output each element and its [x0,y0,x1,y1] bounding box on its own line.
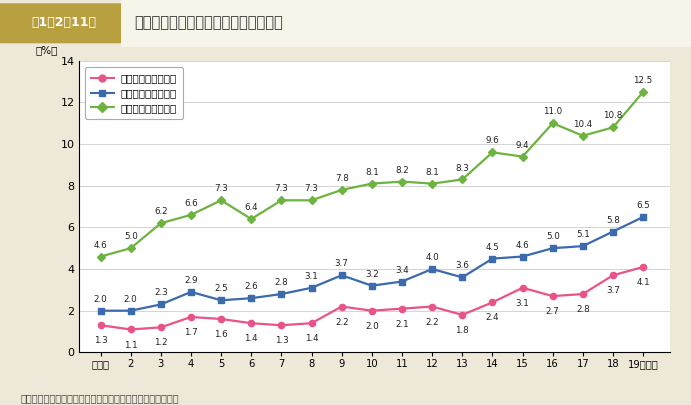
Text: 2.1: 2.1 [395,320,409,329]
Text: 9.6: 9.6 [486,136,499,145]
Text: 4.6: 4.6 [94,241,107,249]
Text: 2.0: 2.0 [94,295,107,304]
Text: 1.3: 1.3 [274,337,288,345]
Text: 役職別管理職に占める女性割合の推移: 役職別管理職に占める女性割合の推移 [135,15,283,30]
Text: 2.8: 2.8 [274,278,288,287]
Text: 5.0: 5.0 [546,232,560,241]
Text: 7.3: 7.3 [274,184,288,193]
Text: 7.8: 7.8 [334,174,349,183]
Text: （%）: （%） [35,45,57,55]
Text: （備考）　厚生労働者「賃金構造基本統計調査」より作成。: （備考） 厚生労働者「賃金構造基本統計調査」より作成。 [21,393,180,403]
Text: 7.3: 7.3 [214,184,228,193]
Text: 8.3: 8.3 [455,164,469,173]
Text: 3.4: 3.4 [395,266,409,275]
Text: 2.4: 2.4 [486,313,499,322]
Text: 3.1: 3.1 [305,272,319,281]
Text: 7.3: 7.3 [305,184,319,193]
Text: 2.2: 2.2 [426,318,439,327]
Text: 6.4: 6.4 [245,203,258,212]
FancyBboxPatch shape [0,3,124,43]
Text: 3.7: 3.7 [334,259,349,269]
Text: 6.6: 6.6 [184,199,198,208]
Text: 2.7: 2.7 [546,307,560,316]
Text: 8.2: 8.2 [395,166,409,175]
Text: 1.2: 1.2 [154,339,168,347]
Text: 2.0: 2.0 [124,295,138,304]
Text: 8.1: 8.1 [365,168,379,177]
Text: 1.4: 1.4 [305,334,319,343]
Text: 2.6: 2.6 [245,282,258,291]
Text: 10.4: 10.4 [574,120,592,129]
Text: 10.8: 10.8 [603,111,623,120]
Text: 1.6: 1.6 [214,330,228,339]
Text: 3.6: 3.6 [455,261,469,271]
Text: 8.1: 8.1 [425,168,439,177]
Text: 3.7: 3.7 [606,286,620,295]
Text: 1.4: 1.4 [245,334,258,343]
Text: 2.0: 2.0 [365,322,379,331]
Text: 1.7: 1.7 [184,328,198,337]
Text: 11.0: 11.0 [543,107,562,116]
Text: 4.6: 4.6 [515,241,529,249]
Text: 第1－2－11図: 第1－2－11図 [31,16,97,29]
Text: 2.3: 2.3 [154,288,168,298]
Text: 5.8: 5.8 [606,215,620,225]
Text: 2.9: 2.9 [184,276,198,285]
Text: 5.1: 5.1 [576,230,589,239]
Text: 2.8: 2.8 [576,305,589,314]
Text: 9.4: 9.4 [515,141,529,149]
Text: 1.1: 1.1 [124,341,138,350]
Text: 1.3: 1.3 [94,337,107,345]
Text: 2.5: 2.5 [214,284,228,293]
Text: 5.0: 5.0 [124,232,138,241]
Text: 3.1: 3.1 [515,299,529,308]
Text: 12.5: 12.5 [634,76,653,85]
Text: 4.1: 4.1 [636,278,650,287]
Text: 3.2: 3.2 [365,270,379,279]
Text: 6.5: 6.5 [636,201,650,210]
Bar [121,0,691,47]
Text: 1.8: 1.8 [455,326,469,335]
Legend: 民間企業の部長相当, 民間企業の課長相当, 民間企業の係長相当: 民間企業の部長相当, 民間企業の課長相当, 民間企業の係長相当 [85,67,182,119]
Text: 4.0: 4.0 [425,253,439,262]
Text: 6.2: 6.2 [154,207,168,216]
Text: 4.5: 4.5 [486,243,500,252]
Text: 2.2: 2.2 [335,318,348,327]
